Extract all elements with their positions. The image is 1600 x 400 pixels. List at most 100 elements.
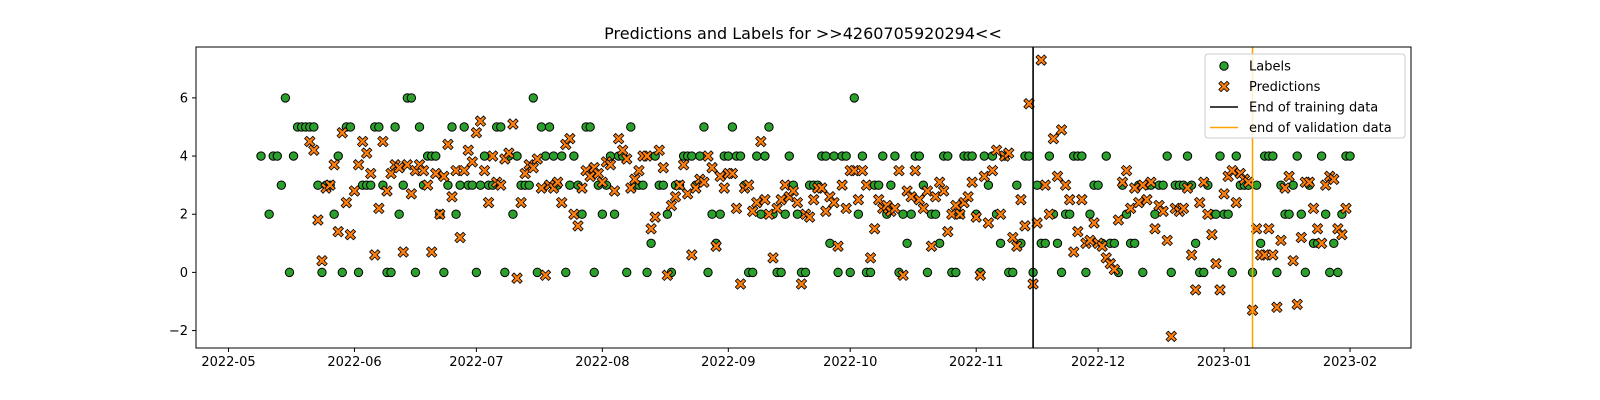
predictions-point: [1132, 196, 1145, 209]
predictions-point: [1287, 254, 1299, 267]
predictions-point: [352, 159, 365, 171]
predictions-point: [645, 222, 657, 235]
predictions-point: [791, 196, 804, 209]
predictions-point: [1039, 179, 1052, 191]
predictions-point: [986, 164, 999, 177]
labels-point: [467, 180, 478, 190]
predictions-point: [1059, 179, 1072, 191]
predictions-point: [478, 164, 491, 177]
labels-point: [1129, 238, 1140, 249]
labels-point: [264, 209, 274, 219]
predictions-point: [909, 164, 922, 177]
legend: Labels Predictions End of training data end…: [1204, 53, 1406, 139]
labels-point: [280, 93, 291, 103]
predictions-point: [555, 196, 568, 209]
labels-point: [1081, 267, 1091, 278]
predictions-point: [1263, 222, 1275, 235]
predictions-point: [1271, 301, 1283, 314]
labels-point: [548, 151, 559, 161]
predictions-point: [994, 208, 1007, 220]
labels-point: [873, 180, 884, 190]
labels-point: [930, 209, 941, 219]
labels-point: [776, 267, 786, 278]
predictions-point: [1035, 54, 1047, 66]
predictions-point: [576, 182, 588, 194]
labels-point: [1052, 238, 1063, 249]
predictions-point: [787, 185, 800, 197]
predictions-point: [710, 240, 722, 252]
predictions-point: [1011, 240, 1023, 252]
labels-point: [699, 122, 709, 132]
predictions-point: [1303, 176, 1316, 188]
predictions-point: [625, 182, 637, 194]
labels-point: [638, 180, 648, 190]
labels-point: [995, 238, 1006, 249]
labels-point: [1040, 238, 1050, 249]
predictions-point: [698, 176, 710, 188]
labels-point: [609, 209, 620, 219]
predictions-point: [897, 269, 909, 282]
labels-point: [406, 93, 417, 103]
labels-point: [1166, 267, 1176, 278]
predictions-point: [665, 199, 678, 212]
predictions-point: [1120, 164, 1133, 177]
labels-point: [524, 180, 534, 190]
labels-point: [544, 122, 555, 132]
labels-point: [1284, 209, 1294, 219]
predictions-point: [369, 249, 381, 261]
labels-point: [471, 267, 482, 278]
labels-point: [565, 180, 575, 190]
predictions-point: [1141, 193, 1153, 206]
labels-point: [914, 151, 925, 161]
predictions-point: [462, 144, 475, 157]
predictions-point: [751, 196, 763, 209]
predictions-point: [1161, 234, 1173, 247]
predictions-point: [442, 138, 454, 151]
x-tick-label: 2022-12: [1071, 355, 1125, 370]
predictions-point: [657, 161, 670, 174]
labels-point: [1085, 209, 1095, 219]
predictions-point: [905, 191, 917, 203]
predictions-point: [434, 208, 446, 220]
labels-point: [662, 209, 673, 219]
x-tick-label: 2022-11: [949, 355, 1003, 370]
predictions-point: [677, 159, 690, 171]
labels-point: [431, 151, 441, 161]
labels-point: [833, 267, 843, 278]
labels-point: [849, 93, 859, 103]
predictions-point: [1206, 228, 1218, 241]
labels-point: [979, 151, 990, 161]
legend-entry-label: End of training data: [1249, 101, 1378, 116]
labels-point: [800, 267, 811, 278]
labels-point: [410, 267, 421, 278]
labels-point: [1268, 151, 1278, 161]
labels-point: [451, 209, 461, 219]
labels-point: [748, 267, 758, 278]
predictions-point: [767, 252, 779, 264]
predictions-point: [1210, 257, 1222, 270]
predictions-point: [1023, 97, 1035, 110]
labels-point: [715, 209, 725, 219]
predictions-point: [1283, 170, 1295, 183]
y-tick-label: 2: [180, 208, 188, 223]
predictions-point: [641, 150, 653, 162]
labels-point: [829, 151, 839, 161]
predictions-point: [564, 132, 576, 145]
predictions-point: [344, 228, 357, 241]
predictions-point: [421, 179, 434, 191]
predictions-point: [604, 159, 617, 171]
labels-point: [447, 122, 457, 132]
labels-point: [1333, 267, 1343, 278]
predictions-point: [425, 246, 438, 258]
predictions-point: [755, 135, 767, 148]
predictions-point: [1063, 193, 1076, 206]
labels-point: [1215, 151, 1225, 161]
predictions-point: [1328, 173, 1340, 186]
labels-point: [886, 180, 896, 190]
predictions-point: [1230, 196, 1243, 209]
labels-point: [374, 122, 384, 132]
labels-point: [727, 122, 738, 132]
predictions-point: [771, 202, 783, 215]
labels-point: [1101, 151, 1111, 161]
